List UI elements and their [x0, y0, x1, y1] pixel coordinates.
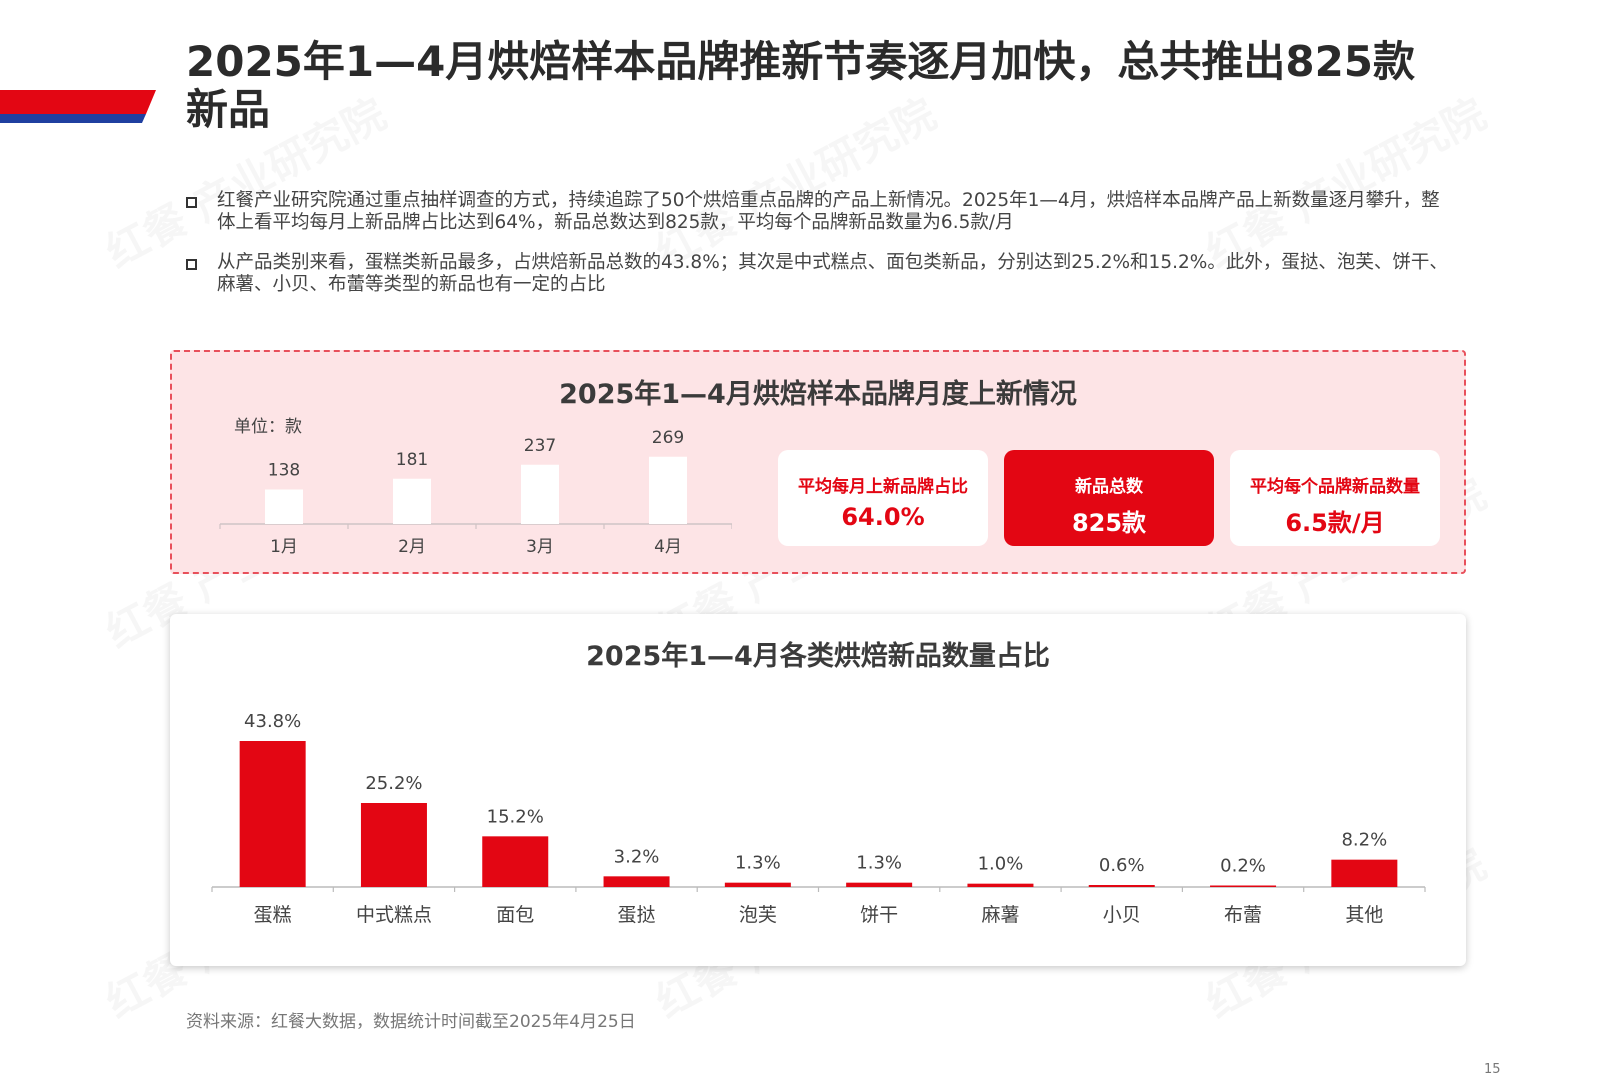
category-chart-title: 2025年1—4月各类烘焙新品数量占比	[586, 641, 1050, 672]
data-label: 25.2%	[365, 773, 422, 794]
data-label: 1.3%	[856, 853, 902, 874]
data-label: 8.2%	[1341, 830, 1387, 851]
bullet-square-icon	[186, 259, 197, 270]
page-number: 15	[1484, 1062, 1501, 1077]
data-label: 3.2%	[614, 846, 660, 867]
x-tick-label: 1月	[270, 537, 298, 557]
x-tick-label: 3月	[526, 537, 554, 557]
x-tick-label: 中式糕点	[356, 904, 432, 926]
bar	[846, 882, 913, 887]
bullet-square-icon	[186, 197, 197, 208]
bar	[1331, 859, 1398, 887]
kpi-card-brand-ratio: 平均每月上新品牌占比 64.0%	[778, 450, 988, 546]
bar	[360, 803, 427, 887]
x-tick-label: 蛋挞	[618, 904, 656, 926]
x-tick-label: 饼干	[860, 904, 898, 926]
bullet-text: 红餐产业研究院通过重点抽样调查的方式，持续追踪了50个烘焙重点品牌的产品上新情况…	[217, 190, 1440, 233]
x-tick-label: 2月	[398, 537, 426, 557]
data-label: 138	[268, 461, 300, 481]
bar	[482, 836, 549, 887]
page-title: 2025年1—4月烘焙样本品牌推新节奏逐月加快，总共推出825款新品	[186, 37, 1416, 134]
x-tick-label: 泡芙	[739, 904, 777, 926]
data-label: 1.3%	[735, 853, 781, 874]
kpi-card-per-brand: 平均每个品牌新品数量 6.5款/月	[1230, 450, 1440, 546]
data-label: 269	[652, 428, 684, 448]
kpi-label: 平均每月上新品牌占比	[798, 477, 968, 497]
x-tick-label: 布蕾	[1224, 904, 1262, 926]
data-label: 0.2%	[1220, 856, 1266, 877]
kpi-value: 64.0%	[841, 503, 925, 531]
x-tick-label: 4月	[654, 537, 682, 557]
bar	[521, 464, 559, 524]
monthly-bar-chart: 138 1月 181 2月 237 3月 269 4月	[219, 428, 732, 557]
data-label: 15.2%	[487, 806, 544, 827]
x-tick-label: 麻薯	[981, 904, 1019, 926]
x-tick-label: 面包	[496, 904, 534, 926]
data-label: 237	[524, 436, 556, 456]
bar	[239, 741, 306, 887]
category-bar-chart: 43.8% 蛋糕 25.2% 中式糕点 15.2% 面包 3.2% 蛋挞 1.3% 泡芙 1.3% 饼…	[211, 711, 1426, 926]
bar	[393, 478, 431, 524]
bullet-list: 红餐产业研究院通过重点抽样调查的方式，持续追踪了50个烘焙重点品牌的产品上新情况…	[186, 190, 1456, 314]
x-tick-label: 小贝	[1103, 904, 1141, 926]
kpi-label: 平均每个品牌新品数量	[1250, 477, 1420, 497]
bar	[724, 882, 791, 887]
bullet-item: 从产品类别来看，蛋糕类新品最多，占烘焙新品总数的43.8%；其次是中式糕点、面包…	[186, 252, 1456, 296]
data-label: 0.6%	[1099, 855, 1145, 876]
source-note: 资料来源：红餐大数据，数据统计时间截至2025年4月25日	[186, 1012, 636, 1032]
bar	[649, 456, 687, 524]
data-label: 181	[396, 450, 428, 470]
monthly-panel: 2025年1—4月烘焙样本品牌月度上新情况 单位：款 138 1月 181 2月 237…	[170, 350, 1466, 574]
bullet-text: 从产品类别来看，蛋糕类新品最多，占烘焙新品总数的43.8%；其次是中式糕点、面包…	[217, 252, 1448, 295]
x-tick-label: 蛋糕	[254, 904, 292, 926]
accent-bar	[0, 90, 156, 123]
bar	[603, 876, 670, 887]
category-panel: 2025年1—4月各类烘焙新品数量占比 43.8% 蛋糕 25.2% 中式糕点 15.2…	[170, 614, 1466, 966]
unit-label: 单位：款	[234, 417, 302, 437]
bar	[967, 883, 1034, 887]
kpi-label: 新品总数	[1075, 477, 1143, 497]
data-label: 43.8%	[244, 711, 301, 732]
bar	[1088, 885, 1155, 887]
kpi-card-total: 新品总数 825款	[1004, 450, 1214, 546]
bar	[1210, 885, 1277, 887]
bar	[265, 489, 303, 524]
data-label: 1.0%	[978, 854, 1024, 875]
kpi-value: 6.5款/月	[1285, 509, 1385, 537]
monthly-chart-title: 2025年1—4月烘焙样本品牌月度上新情况	[559, 379, 1077, 410]
kpi-value: 825款	[1071, 509, 1147, 537]
x-tick-label: 其他	[1345, 904, 1383, 926]
bullet-item: 红餐产业研究院通过重点抽样调查的方式，持续追踪了50个烘焙重点品牌的产品上新情况…	[186, 190, 1456, 234]
